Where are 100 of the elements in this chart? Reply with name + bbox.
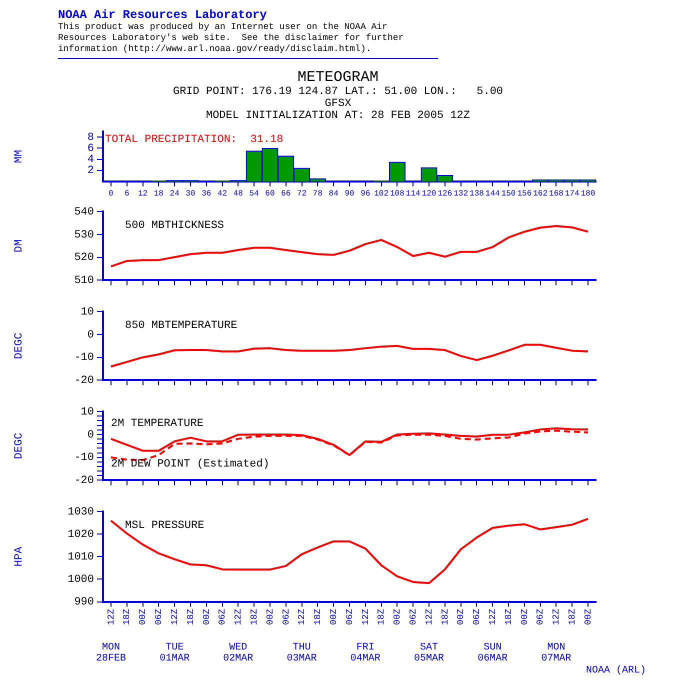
- y-tick-label: 1000: [68, 574, 94, 586]
- x-tick-label: 12Z: [234, 608, 244, 625]
- y-tick-label: 530: [74, 229, 94, 242]
- x-tick-label: 114: [406, 189, 421, 198]
- text: This product was produced by an Internet user on the NOAA Air Resources Laboratory's web site. See the disclaimer for further information (http://www.arl.noaa.gov/ready/disclaim.html).: [58, 22, 405, 55]
- x-tick-label: 144: [485, 189, 500, 198]
- x-tick-label: 18Z: [313, 608, 324, 625]
- x-tick-label: 06Z: [218, 608, 228, 625]
- y-tick-label: 4: [87, 154, 94, 166]
- x-tick-label: 42: [217, 189, 228, 198]
- chart-title: METEOGRAM: [296, 69, 380, 86]
- x-tick-label: 00Z: [138, 608, 148, 625]
- text: 500 MBTHICKNESS: [125, 220, 224, 232]
- y-tick-label: 1010: [68, 552, 94, 564]
- text: THU 03MAR: [286, 642, 317, 664]
- x-tick-label: 18: [154, 189, 164, 198]
- y-tick-label: 0: [87, 429, 94, 442]
- x-tick-label: 54: [249, 189, 260, 198]
- x-tick-label: 36: [202, 189, 212, 198]
- x-tick-label: 00Z: [202, 608, 212, 625]
- x-tick-label: 12Z: [106, 608, 116, 625]
- x-tick-label: 18Z: [186, 608, 196, 625]
- annotation: TOTAL PRECIPITATION: 31.18: [105, 134, 284, 146]
- x-tick-label: 60: [265, 189, 275, 198]
- x-tick-label: 120: [422, 189, 436, 198]
- x-tick-label: 06Z: [408, 608, 419, 625]
- x-tick-label: 108: [390, 189, 405, 198]
- x-tick-label: 18Z: [376, 608, 387, 625]
- x-tick-label: 06Z: [344, 608, 355, 625]
- y-tick-label: 10: [80, 406, 94, 419]
- x-tick-label: 00Z: [456, 608, 466, 625]
- x-tick-label: 12Z: [297, 608, 308, 625]
- y-tick-label: 510: [74, 275, 94, 288]
- x-tick-label: 78: [312, 189, 323, 198]
- y-axis-title: DEGC: [14, 432, 26, 460]
- text: SAT 05MAR: [414, 642, 444, 664]
- x-tick-label: 156: [517, 189, 532, 198]
- y-axis-title: MM: [14, 150, 26, 164]
- text: WED 02MAR: [223, 642, 254, 664]
- y-tick-label: 540: [74, 206, 94, 219]
- y-axis-title: HPA: [14, 546, 26, 567]
- y-tick-label: 990: [74, 596, 94, 609]
- x-tick-label: 06Z: [281, 608, 292, 625]
- x-tick-label: 06Z: [154, 608, 164, 625]
- y-tick-label: 6: [87, 143, 94, 156]
- text: NOAA (ARL): [586, 664, 646, 677]
- x-tick-label: 18Z: [122, 608, 132, 625]
- text: SUN 06MAR: [478, 642, 508, 664]
- y-tick-label: 520: [74, 252, 94, 264]
- x-tick-label: 132: [454, 189, 468, 198]
- x-tick-label: 06Z: [472, 608, 482, 625]
- y-tick-label: 1020: [68, 529, 94, 542]
- x-tick-label: 66: [281, 189, 291, 198]
- x-tick-label: 00Z: [328, 608, 339, 625]
- x-tick-label: 12Z: [170, 608, 180, 625]
- x-tick-label: 18Z: [568, 608, 578, 625]
- x-tick-label: 126: [438, 189, 452, 198]
- y-tick-label: 0: [87, 329, 94, 342]
- x-tick-label: 18Z: [249, 608, 260, 625]
- x-tick-label: 12Z: [424, 608, 434, 625]
- y-tick-label: -20: [74, 375, 94, 388]
- text: MON 28FEB: [96, 642, 126, 664]
- x-tick-label: 24: [170, 189, 180, 198]
- text: NOAA Air Resources Laboratory: [58, 8, 268, 22]
- x-tick-label: 138: [470, 189, 484, 198]
- series-label: 2M DEW POINT (Estimated): [111, 458, 270, 471]
- x-tick-label: 00Z: [583, 608, 594, 625]
- x-tick-label: 18Z: [504, 608, 514, 625]
- x-tick-label: 00Z: [392, 608, 403, 625]
- x-tick-label: 12: [138, 189, 148, 198]
- y-tick-label: 8: [87, 132, 94, 144]
- x-tick-label: 96: [360, 189, 370, 198]
- x-tick-label: 00Z: [520, 608, 530, 625]
- chart-subtitle: GRID POINT: 176.19 124.87 LAT.: 51.00 LON.: 5.00 GFSX MODEL INITIALIZATION AT: 28 FEB 2005 12Z: [172, 86, 504, 122]
- y-tick-label: 1030: [68, 506, 94, 519]
- x-tick-label: 84: [328, 189, 339, 198]
- y-tick-label: 2: [87, 165, 94, 178]
- y-axis-title: DM: [14, 239, 26, 252]
- text: MSL PRESSURE: [125, 520, 205, 532]
- text: FRI 04MAR: [350, 642, 380, 664]
- x-tick-label: 168: [549, 189, 564, 198]
- x-tick-label: 162: [533, 189, 548, 198]
- series-label: 2M TEMPERATURE: [111, 418, 204, 430]
- text: MON 07MAR: [541, 642, 572, 664]
- x-tick-label: 174: [564, 189, 580, 198]
- x-tick-label: 0: [108, 189, 114, 198]
- y-axis-title: DEGC: [14, 332, 26, 360]
- y-tick-label: -10: [74, 452, 94, 464]
- x-tick-label: 30: [186, 189, 196, 198]
- x-tick-label: 180: [580, 189, 596, 198]
- x-tick-label: 72: [296, 189, 307, 198]
- x-tick-label: 102: [374, 189, 389, 198]
- y-tick-label: -10: [74, 352, 94, 364]
- x-tick-label: 12Z: [488, 608, 498, 625]
- x-tick-label: 00Z: [265, 608, 276, 625]
- x-tick-label: 12Z: [360, 608, 371, 625]
- x-tick-label: 12Z: [552, 608, 562, 625]
- y-tick-label: 10: [80, 306, 94, 319]
- x-tick-label: 90: [344, 189, 354, 198]
- text: 850 MBTEMPERATURE: [125, 320, 238, 332]
